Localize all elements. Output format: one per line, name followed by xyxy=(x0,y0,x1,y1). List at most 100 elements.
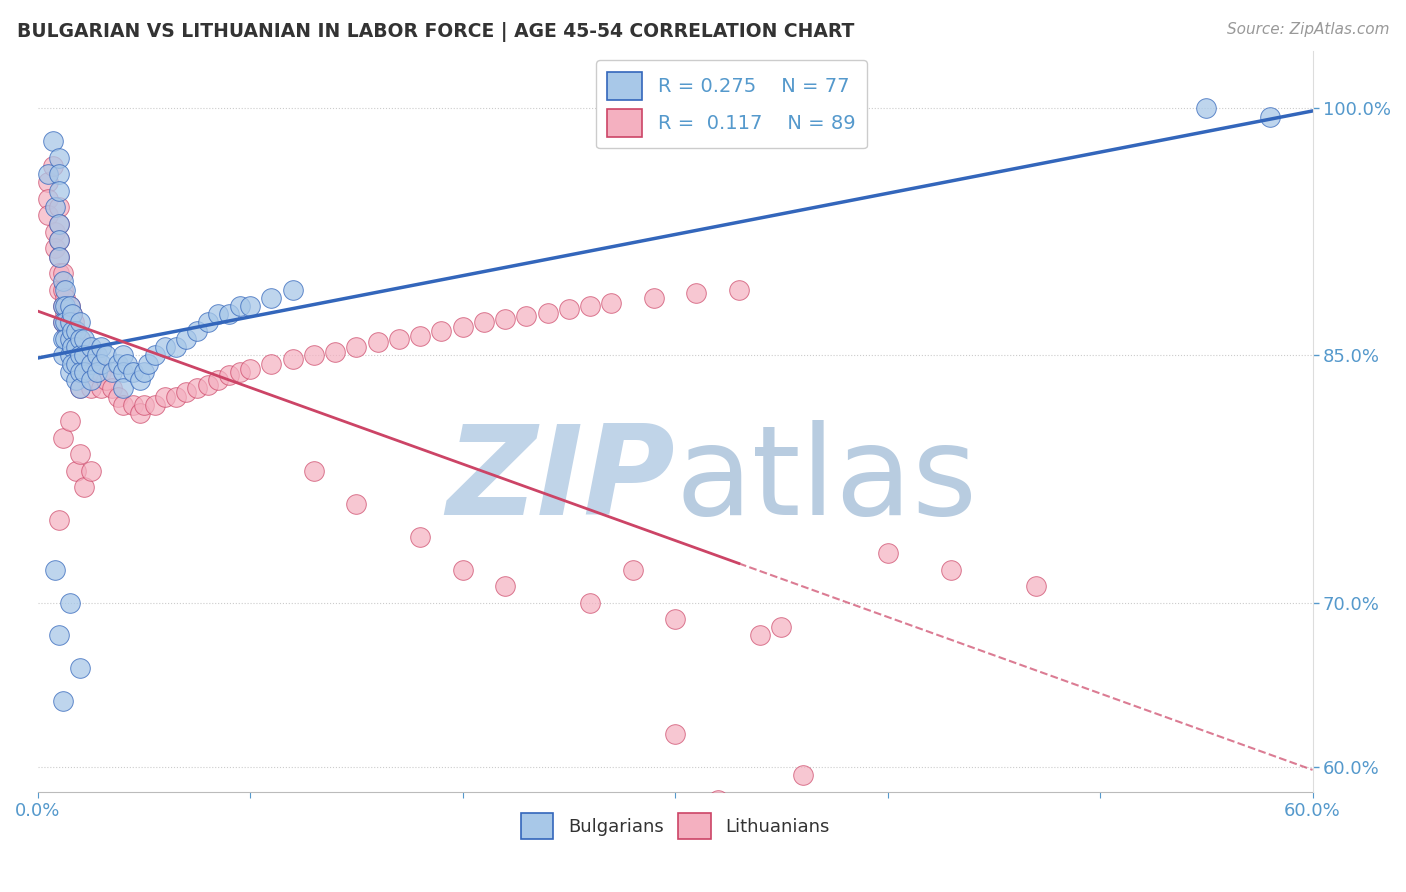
Point xyxy=(90,365,112,379)
Point xyxy=(579,595,602,609)
Point xyxy=(876,546,898,560)
Point xyxy=(685,285,707,300)
Point xyxy=(73,357,96,371)
Point xyxy=(60,307,83,321)
Point xyxy=(44,563,66,577)
Point xyxy=(58,299,80,313)
Point xyxy=(58,365,80,379)
Point xyxy=(323,345,346,359)
Point xyxy=(111,381,134,395)
Point xyxy=(73,348,96,362)
Point xyxy=(60,324,83,338)
Point xyxy=(65,324,87,338)
Point xyxy=(579,299,602,313)
Point xyxy=(69,348,91,362)
Point xyxy=(69,332,91,346)
Point xyxy=(94,348,117,362)
Point xyxy=(664,727,686,741)
Point xyxy=(65,340,87,354)
Text: Source: ZipAtlas.com: Source: ZipAtlas.com xyxy=(1226,22,1389,37)
Point xyxy=(52,316,75,330)
Point xyxy=(48,628,70,642)
Point xyxy=(65,357,87,371)
Point xyxy=(128,373,150,387)
Point xyxy=(176,332,198,346)
Point xyxy=(58,299,80,313)
Point xyxy=(60,307,83,321)
Point xyxy=(52,316,75,330)
Point xyxy=(48,217,70,231)
Point xyxy=(60,357,83,371)
Point xyxy=(48,283,70,297)
Point xyxy=(122,398,145,412)
Point xyxy=(90,381,112,395)
Point xyxy=(80,373,103,387)
Point xyxy=(770,620,793,634)
Point xyxy=(111,348,134,362)
Point xyxy=(52,348,75,362)
Point xyxy=(56,324,79,338)
Point xyxy=(58,348,80,362)
Point xyxy=(197,378,219,392)
Point xyxy=(218,307,240,321)
Point xyxy=(58,316,80,330)
Point xyxy=(52,266,75,280)
Point xyxy=(228,365,250,379)
Point xyxy=(48,233,70,247)
Point xyxy=(37,208,59,222)
Point xyxy=(69,447,91,461)
Point xyxy=(53,332,76,346)
Point xyxy=(388,332,411,346)
Point xyxy=(143,398,166,412)
Point xyxy=(60,340,83,354)
Point xyxy=(53,299,76,313)
Point xyxy=(69,316,91,330)
Point xyxy=(73,340,96,354)
Point xyxy=(165,390,187,404)
Point xyxy=(643,291,665,305)
Point xyxy=(52,283,75,297)
Point xyxy=(53,291,76,305)
Point xyxy=(69,661,91,675)
Point xyxy=(472,316,495,330)
Point xyxy=(65,340,87,354)
Point xyxy=(855,867,877,881)
Point xyxy=(344,497,367,511)
Point xyxy=(111,365,134,379)
Point xyxy=(153,390,176,404)
Point xyxy=(52,299,75,313)
Point xyxy=(228,299,250,313)
Point xyxy=(52,431,75,445)
Point xyxy=(367,335,389,350)
Point xyxy=(48,217,70,231)
Point xyxy=(941,563,963,577)
Point xyxy=(122,365,145,379)
Point xyxy=(136,357,159,371)
Point xyxy=(1258,110,1281,124)
Point xyxy=(80,464,103,478)
Point xyxy=(69,365,91,379)
Point xyxy=(451,320,474,334)
Point xyxy=(558,302,581,317)
Point xyxy=(107,390,129,404)
Point xyxy=(41,134,63,148)
Point xyxy=(207,307,229,321)
Point xyxy=(62,316,84,330)
Point xyxy=(207,373,229,387)
Point xyxy=(621,563,644,577)
Point xyxy=(73,365,96,379)
Point xyxy=(115,357,138,371)
Point xyxy=(86,365,108,379)
Point xyxy=(58,332,80,346)
Point xyxy=(52,332,75,346)
Point xyxy=(86,348,108,362)
Point xyxy=(69,348,91,362)
Point xyxy=(44,241,66,255)
Point xyxy=(494,312,516,326)
Point xyxy=(48,151,70,165)
Point xyxy=(176,384,198,399)
Point xyxy=(58,332,80,346)
Point xyxy=(90,357,112,371)
Point xyxy=(143,348,166,362)
Point xyxy=(260,357,283,371)
